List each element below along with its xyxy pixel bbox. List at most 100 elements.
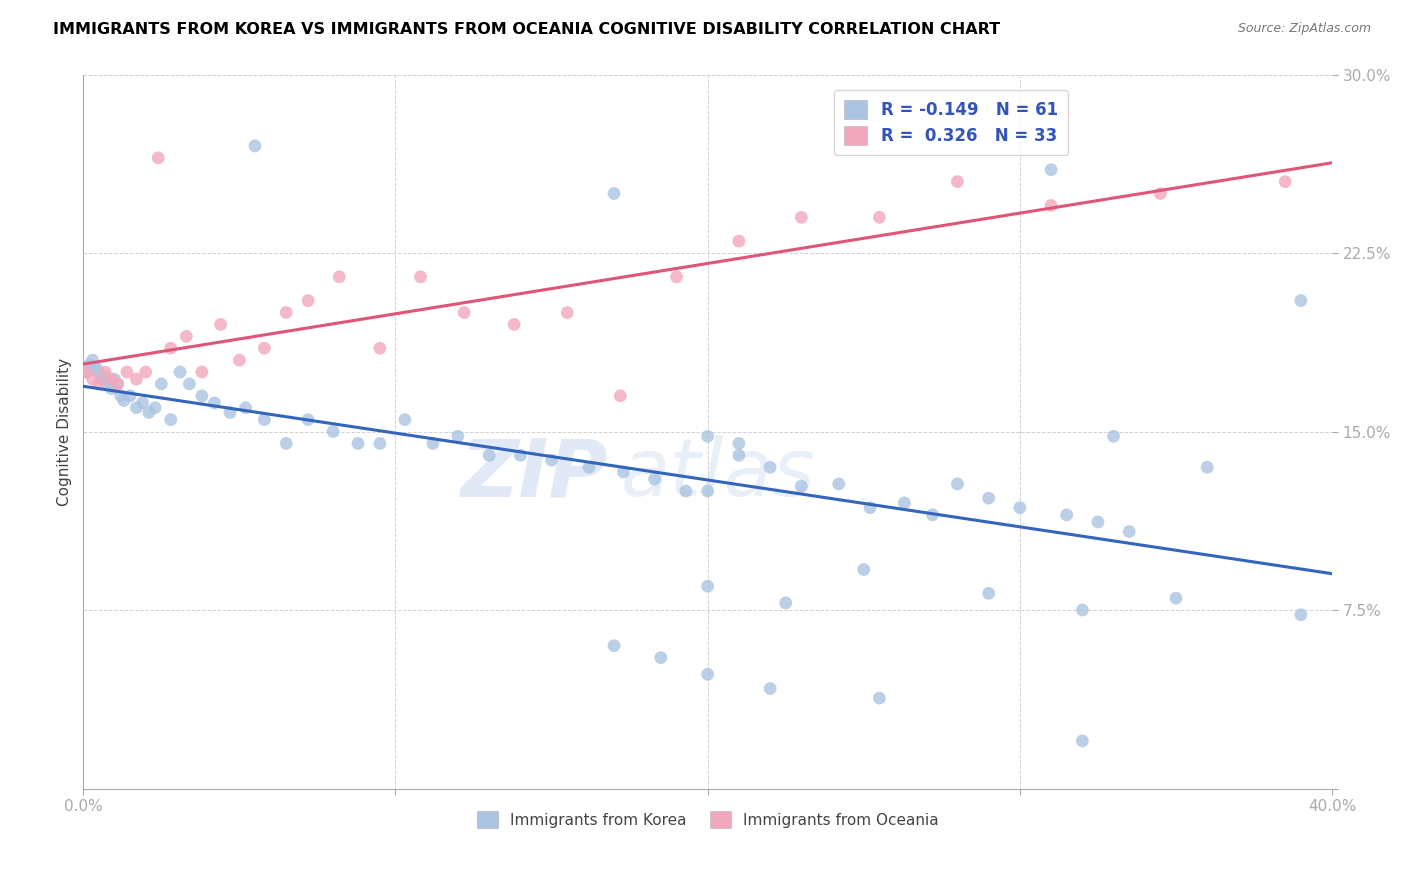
Point	[644, 472, 666, 486]
Point	[276, 305, 298, 319]
Point	[82, 372, 104, 386]
Point	[790, 211, 813, 225]
Point	[91, 372, 114, 386]
Text: Source: ZipAtlas.com: Source: ZipAtlas.com	[1237, 22, 1371, 36]
Point	[82, 353, 104, 368]
Point	[1289, 293, 1312, 308]
Point	[115, 365, 138, 379]
Point	[775, 596, 797, 610]
Point	[94, 369, 117, 384]
Point	[603, 186, 626, 201]
Point	[100, 382, 122, 396]
Point	[1008, 500, 1031, 515]
Point	[103, 372, 125, 386]
Point	[696, 667, 718, 681]
Point	[87, 365, 110, 379]
Point	[453, 305, 475, 319]
Point	[609, 389, 631, 403]
Point	[1274, 175, 1296, 189]
Point	[893, 496, 915, 510]
Point	[1056, 508, 1078, 522]
Point	[728, 436, 751, 450]
Point	[422, 436, 444, 450]
Text: ZIP: ZIP	[460, 435, 607, 514]
Point	[1289, 607, 1312, 622]
Point	[209, 318, 232, 332]
Point	[728, 448, 751, 462]
Point	[555, 305, 578, 319]
Point	[328, 269, 350, 284]
Point	[540, 453, 562, 467]
Point	[1149, 186, 1171, 201]
Point	[868, 691, 890, 706]
Point	[977, 491, 1000, 505]
Point	[759, 681, 782, 696]
Point	[1071, 603, 1094, 617]
Point	[191, 365, 214, 379]
Point	[852, 563, 875, 577]
Point	[94, 365, 117, 379]
Point	[202, 396, 225, 410]
Point	[578, 460, 600, 475]
Point	[97, 376, 120, 391]
Point	[138, 405, 160, 419]
Point	[125, 372, 148, 386]
Point	[509, 448, 531, 462]
Point	[87, 376, 110, 391]
Point	[110, 389, 132, 403]
Point	[1197, 460, 1219, 475]
Point	[1040, 198, 1063, 212]
Point	[135, 365, 157, 379]
Point	[503, 318, 526, 332]
Point	[921, 508, 943, 522]
Point	[191, 389, 214, 403]
Point	[169, 365, 191, 379]
Point	[1071, 734, 1094, 748]
Point	[447, 429, 470, 443]
Point	[79, 358, 101, 372]
Point	[159, 341, 181, 355]
Point	[650, 650, 672, 665]
Point	[696, 429, 718, 443]
Point	[1087, 515, 1109, 529]
Point	[603, 639, 626, 653]
Point	[322, 425, 344, 439]
Point	[347, 436, 370, 450]
Point	[148, 151, 170, 165]
Text: atlas: atlas	[620, 435, 815, 514]
Point	[977, 586, 1000, 600]
Y-axis label: Cognitive Disability: Cognitive Disability	[58, 358, 72, 506]
Point	[125, 401, 148, 415]
Point	[696, 483, 718, 498]
Point	[159, 412, 181, 426]
Point	[946, 476, 969, 491]
Point	[868, 211, 890, 225]
Text: IMMIGRANTS FROM KOREA VS IMMIGRANTS FROM OCEANIA COGNITIVE DISABILITY CORRELATIO: IMMIGRANTS FROM KOREA VS IMMIGRANTS FROM…	[53, 22, 1001, 37]
Point	[297, 412, 319, 426]
Point	[368, 341, 391, 355]
Point	[1118, 524, 1140, 539]
Point	[759, 460, 782, 475]
Point	[394, 412, 416, 426]
Point	[143, 401, 166, 415]
Point	[120, 389, 142, 403]
Point	[112, 393, 135, 408]
Point	[665, 269, 688, 284]
Point	[131, 396, 153, 410]
Point	[409, 269, 432, 284]
Point	[1164, 591, 1187, 606]
Point	[946, 175, 969, 189]
Point	[1102, 429, 1125, 443]
Point	[228, 353, 250, 368]
Point	[253, 341, 276, 355]
Point	[176, 329, 198, 343]
Point	[150, 376, 173, 391]
Point	[276, 436, 298, 450]
Point	[253, 412, 276, 426]
Point	[107, 376, 129, 391]
Point	[235, 401, 257, 415]
Legend: Immigrants from Korea, Immigrants from Oceania: Immigrants from Korea, Immigrants from O…	[471, 805, 945, 834]
Point	[368, 436, 391, 450]
Point	[696, 579, 718, 593]
Point	[478, 448, 501, 462]
